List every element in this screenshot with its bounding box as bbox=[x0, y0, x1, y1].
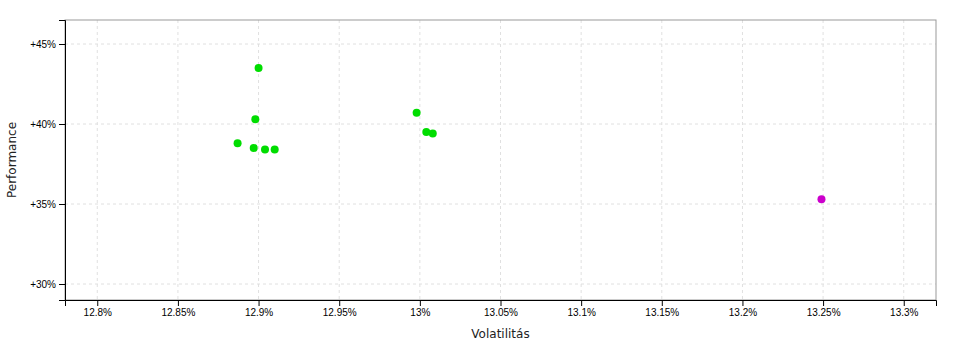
point bbox=[413, 109, 421, 117]
grid-line-x bbox=[500, 20, 501, 300]
x-axis-tick: 13.1% bbox=[567, 300, 595, 318]
y-axis: +30% +35% +40% +45% bbox=[30, 21, 65, 301]
grid-line-y bbox=[65, 204, 936, 205]
x-axis-tick-mark bbox=[904, 300, 905, 306]
x-axis-tick-mark bbox=[823, 300, 824, 306]
point bbox=[234, 139, 242, 147]
x-axis-tick: 13.3% bbox=[890, 300, 918, 318]
y-axis-tick-label: +40% bbox=[30, 119, 56, 130]
x-axis-tick-label: 12.9% bbox=[245, 307, 273, 318]
points bbox=[234, 64, 826, 203]
x-axis-tick-mark bbox=[501, 300, 502, 306]
y-axis-tick-label: +45% bbox=[30, 39, 56, 50]
y-axis-tick-mark bbox=[59, 204, 65, 205]
y-axis-line bbox=[59, 21, 66, 301]
x-axis-tick-mark bbox=[742, 300, 743, 306]
x-axis-tick: 12.85% bbox=[161, 300, 195, 318]
x-axis-tick-label: 13% bbox=[410, 307, 430, 318]
plot-frame bbox=[65, 20, 936, 300]
y-axis-tick-mark bbox=[59, 284, 65, 285]
x-axis-tick: 12.8% bbox=[84, 300, 112, 318]
y-axis-tick-label: +35% bbox=[30, 199, 56, 210]
x-axis-tick-label: 12.8% bbox=[84, 307, 112, 318]
chart: 12.8% 12.85% 12.9% 12.95% 13% 13.05% 13.1% 13.1… bbox=[0, 0, 966, 350]
x-axis-tick: 13.2% bbox=[729, 300, 757, 318]
point bbox=[250, 144, 258, 152]
grid-line-y bbox=[65, 284, 936, 285]
x-axis-tick-mark bbox=[259, 300, 260, 306]
x-axis: 12.8% 12.85% 12.9% 12.95% 13% 13.05% 13.1% 13.1… bbox=[66, 300, 937, 318]
grid-line-x bbox=[339, 20, 340, 300]
point bbox=[817, 195, 825, 203]
grid-line-x bbox=[177, 20, 178, 300]
grid-line-x bbox=[97, 20, 98, 300]
y-axis-tick-mark bbox=[59, 124, 65, 125]
grid-line-x bbox=[661, 20, 662, 300]
grid-line-x bbox=[823, 20, 824, 300]
y-axis-tick: +45% bbox=[30, 39, 65, 50]
x-axis-title: Volatilitás bbox=[471, 327, 529, 341]
x-axis-tick-label: 13.1% bbox=[567, 307, 595, 318]
plot: 12.8% 12.85% 12.9% 12.95% 13% 13.05% 13.1% 13.1… bbox=[30, 20, 936, 318]
x-axis-tick-label: 12.95% bbox=[323, 307, 357, 318]
series bbox=[234, 64, 437, 154]
x-axis-tick-mark bbox=[420, 300, 421, 306]
x-axis-tick-mark bbox=[178, 300, 179, 306]
x-axis-tick-label: 13.15% bbox=[645, 307, 679, 318]
grid bbox=[65, 20, 936, 300]
x-axis-tick-label: 13.2% bbox=[729, 307, 757, 318]
x-axis-tick-mark bbox=[581, 300, 582, 306]
y-axis-tick: +35% bbox=[30, 199, 65, 210]
y-axis-tick-label: +30% bbox=[30, 279, 56, 290]
x-axis-tick-mark bbox=[339, 300, 340, 306]
grid-line-x bbox=[903, 20, 904, 300]
grid-line-x bbox=[419, 20, 420, 300]
x-axis-tick: 13.25% bbox=[807, 300, 841, 318]
point bbox=[261, 146, 269, 154]
y-axis-title: Performance bbox=[5, 122, 19, 198]
x-axis-tick-label: 13.3% bbox=[890, 307, 918, 318]
x-axis-tick: 13.05% bbox=[484, 300, 518, 318]
y-axis-tick-mark bbox=[59, 44, 65, 45]
x-axis-tick-mark bbox=[97, 300, 98, 306]
point bbox=[251, 115, 259, 123]
x-axis-tick: 13.15% bbox=[645, 300, 679, 318]
point bbox=[255, 64, 263, 72]
x-axis-line bbox=[66, 301, 937, 307]
x-axis-tick-label: 12.85% bbox=[161, 307, 195, 318]
x-axis-tick: 12.95% bbox=[323, 300, 357, 318]
grid-line-x bbox=[258, 20, 259, 300]
y-axis-tick: +30% bbox=[30, 279, 65, 290]
series bbox=[817, 195, 825, 203]
grid-line-y bbox=[65, 124, 936, 125]
x-axis-tick-mark bbox=[662, 300, 663, 306]
x-axis-tick: 12.9% bbox=[245, 300, 273, 318]
x-axis-tick-label: 13.05% bbox=[484, 307, 518, 318]
grid-line-x bbox=[742, 20, 743, 300]
grid-line-x bbox=[581, 20, 582, 300]
point bbox=[429, 130, 437, 138]
point bbox=[271, 146, 279, 154]
y-axis-tick: +40% bbox=[30, 119, 65, 130]
grid-line-y bbox=[65, 44, 936, 45]
x-axis-tick-label: 13.25% bbox=[807, 307, 841, 318]
x-axis-tick: 13% bbox=[410, 300, 430, 318]
